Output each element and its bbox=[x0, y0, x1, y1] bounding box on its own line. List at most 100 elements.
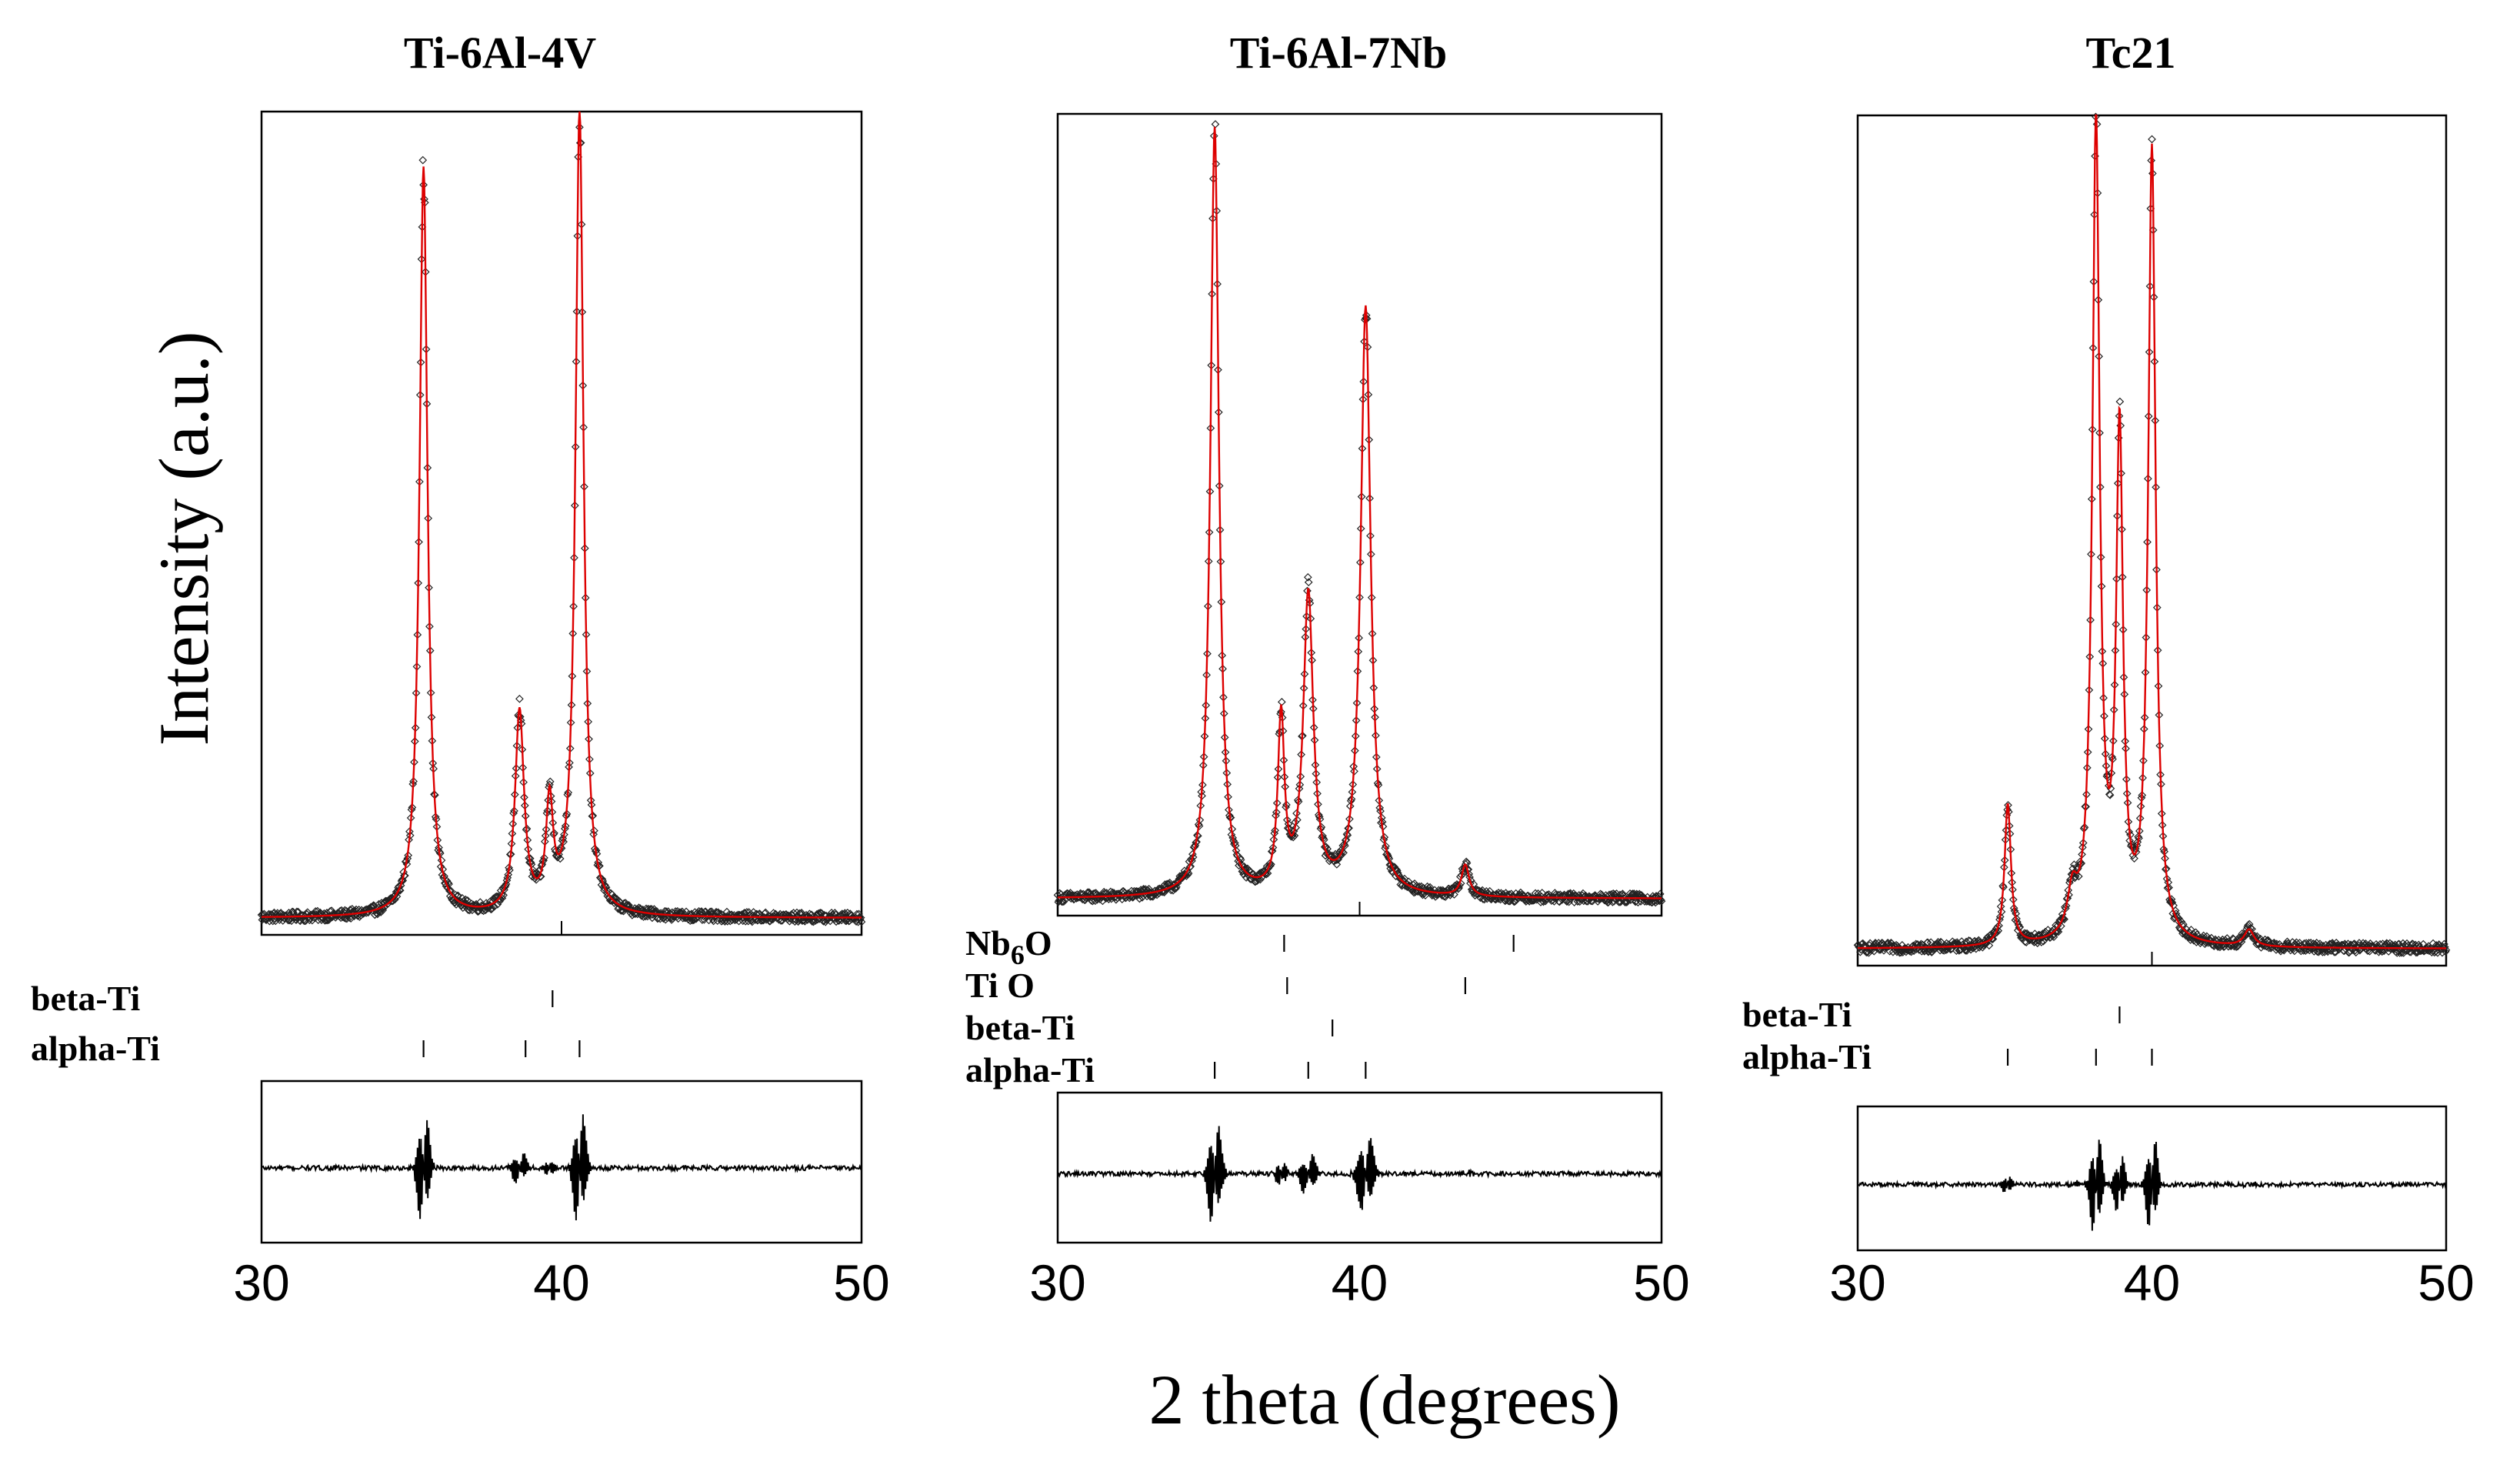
observed-point bbox=[1235, 858, 1244, 866]
observed-point bbox=[708, 915, 718, 923]
observed-point bbox=[819, 917, 828, 926]
observed-point bbox=[825, 916, 835, 926]
observed-point bbox=[2200, 934, 2208, 943]
observed-point bbox=[2074, 872, 2083, 881]
observed-point bbox=[2383, 939, 2392, 948]
observed-point bbox=[2192, 928, 2200, 937]
x-tick-label: 50 bbox=[1633, 1254, 1689, 1311]
observed-point bbox=[1058, 897, 1067, 906]
observed-point bbox=[1342, 836, 1351, 844]
observed-point bbox=[1193, 832, 1202, 840]
observed-point bbox=[1981, 936, 1990, 945]
phase-label: alpha-Ti bbox=[1742, 1037, 1872, 1076]
observed-point bbox=[1059, 897, 1068, 906]
observed-point bbox=[1450, 890, 1458, 899]
observed-point bbox=[373, 909, 382, 919]
observed-point bbox=[1383, 851, 1392, 860]
x-tick-label: 40 bbox=[1332, 1254, 1388, 1311]
observed-point bbox=[1985, 941, 1994, 950]
observed-point bbox=[799, 913, 808, 922]
observed-point bbox=[493, 900, 502, 909]
difference-plot-frame bbox=[260, 1080, 863, 1244]
observed-point bbox=[2328, 939, 2337, 947]
main-plot-frame bbox=[1856, 114, 2448, 967]
observed-point bbox=[488, 904, 497, 913]
observed-point bbox=[1392, 872, 1400, 881]
observed-point bbox=[1335, 850, 1345, 859]
observed-point bbox=[725, 910, 733, 919]
observed-point bbox=[400, 871, 409, 880]
observed-point bbox=[490, 903, 498, 911]
observed-point bbox=[2046, 933, 2055, 942]
observed-point bbox=[709, 916, 718, 926]
observed-point bbox=[1565, 897, 1573, 906]
observed-point bbox=[515, 694, 524, 703]
difference-plot-frame bbox=[1856, 1105, 2448, 1252]
phase-label: Ti O bbox=[965, 966, 1035, 1005]
phase-label: alpha-Ti bbox=[31, 1029, 160, 1068]
observed-point bbox=[1345, 823, 1353, 833]
observed-point bbox=[2077, 859, 2086, 868]
observed-point bbox=[2276, 946, 2285, 956]
observed-point bbox=[1459, 869, 1468, 878]
observed-point bbox=[1104, 895, 1113, 903]
observed-point bbox=[1186, 862, 1195, 871]
observed-point bbox=[2292, 938, 2301, 947]
observed-point bbox=[1343, 831, 1352, 839]
observed-point bbox=[2065, 890, 2073, 899]
observed-point bbox=[718, 910, 727, 919]
observed-point bbox=[1657, 896, 1666, 906]
observed-point bbox=[2148, 135, 2156, 144]
main-plot-frame bbox=[260, 110, 863, 936]
observed-point bbox=[1907, 947, 1916, 956]
difference-line bbox=[1857, 1140, 2447, 1231]
observed-point bbox=[1304, 578, 1313, 587]
observed-point bbox=[619, 906, 628, 916]
main-plot-frame bbox=[1056, 112, 1663, 917]
observed-point bbox=[1384, 853, 1393, 862]
observed-point bbox=[1084, 893, 1093, 902]
phase-label: beta-Ti bbox=[31, 979, 140, 1018]
observed-point bbox=[320, 916, 329, 925]
observed-point bbox=[1256, 875, 1265, 884]
observed-point bbox=[388, 896, 398, 906]
observed-point bbox=[445, 886, 454, 896]
observed-point bbox=[557, 844, 566, 853]
observed-point bbox=[2262, 939, 2270, 947]
observed-point bbox=[454, 891, 463, 900]
observed-point bbox=[2184, 933, 2193, 942]
observed-point bbox=[735, 916, 743, 926]
observed-point bbox=[1152, 890, 1162, 899]
observed-point bbox=[2402, 939, 2412, 948]
y-axis-label: Intensity (a.u.) bbox=[145, 331, 223, 746]
observed-point bbox=[650, 907, 659, 916]
observed-point bbox=[665, 909, 674, 919]
observed-point bbox=[599, 883, 608, 892]
observed-point bbox=[395, 886, 405, 895]
observed-point bbox=[1292, 823, 1300, 833]
x-tick-label: 40 bbox=[533, 1254, 589, 1311]
observed-point bbox=[1118, 895, 1127, 903]
observed-point bbox=[1211, 120, 1220, 128]
observed-point bbox=[1267, 859, 1275, 869]
observed-point bbox=[1634, 898, 1642, 907]
observed-point bbox=[505, 866, 514, 875]
observed-point bbox=[842, 916, 852, 925]
observed-point bbox=[1988, 934, 1998, 943]
observed-point bbox=[1869, 942, 1878, 951]
observed-point bbox=[1248, 869, 1257, 879]
x-axis-label: 2 theta (degrees) bbox=[1148, 1360, 1620, 1439]
observed-point bbox=[1227, 830, 1236, 839]
observed-point bbox=[1504, 896, 1513, 906]
calculated-line bbox=[262, 111, 862, 919]
observed-point bbox=[2051, 927, 2060, 936]
observed-point bbox=[1562, 897, 1572, 906]
observed-point bbox=[1293, 816, 1302, 824]
difference-plot-frame bbox=[1056, 1091, 1663, 1244]
observed-point bbox=[2440, 943, 2449, 952]
observed-point bbox=[1992, 928, 2000, 937]
observed-point bbox=[705, 916, 713, 925]
observed-point bbox=[308, 916, 317, 925]
observed-point bbox=[346, 914, 355, 923]
